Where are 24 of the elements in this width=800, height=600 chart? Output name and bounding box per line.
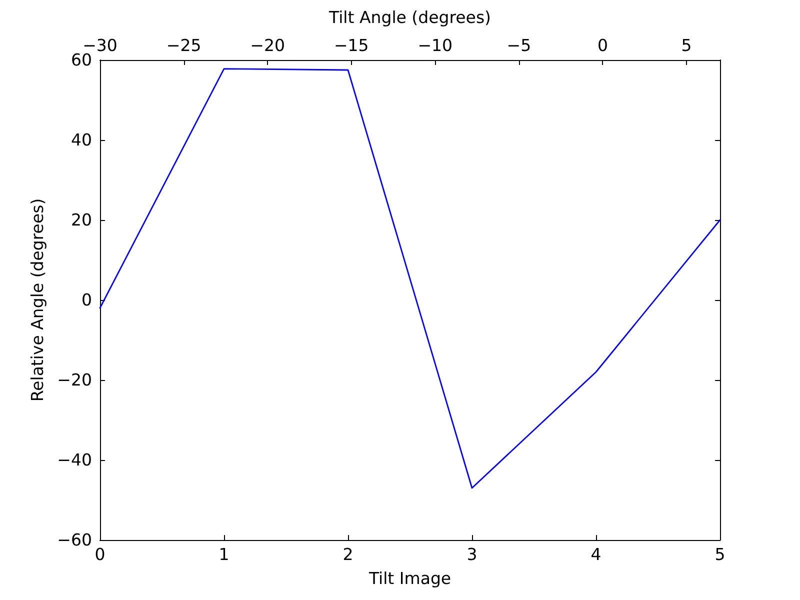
y-axis-title: Relative Angle (degrees) [28, 198, 47, 402]
x-tick-label: 5 [714, 545, 726, 564]
y-tick-label: 20 [71, 210, 92, 230]
y-tick-label: 40 [71, 130, 92, 150]
x2-tick-label: −15 [334, 36, 369, 55]
x2-tick-label: −5 [506, 36, 532, 55]
x2-tick-label: −20 [250, 36, 285, 55]
x-tick-label: 4 [590, 545, 602, 564]
x-tick-label: 1 [218, 545, 230, 564]
x2-axis-title: Tilt Angle (degrees) [328, 8, 491, 27]
x-tick-label: 0 [94, 545, 106, 564]
x-tick-label: 3 [466, 545, 478, 564]
x-axis-title: Tilt Image [368, 569, 452, 588]
y-tick-label: 60 [71, 50, 92, 70]
y-tick-label: 0 [82, 290, 92, 310]
x-tick-label: 2 [342, 545, 354, 564]
y-tick-label: −20 [57, 370, 92, 390]
x2-tick-label: 5 [681, 36, 692, 55]
y-tick-label: −60 [57, 530, 92, 550]
y-tick-label: −40 [57, 450, 92, 470]
line-series [99, 68, 721, 489]
x2-tick-label: 0 [597, 36, 608, 55]
x2-tick-label: −10 [418, 36, 453, 55]
x2-tick-label: −25 [166, 36, 202, 55]
